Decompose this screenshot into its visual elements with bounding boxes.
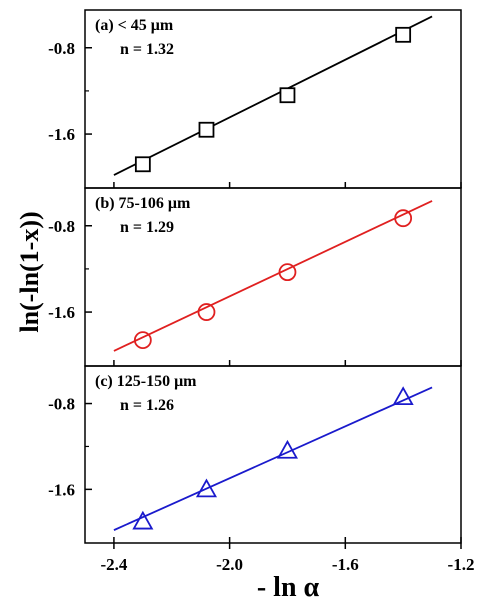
data-point-triangle — [195, 478, 218, 498]
data-point-triangle — [276, 439, 299, 459]
panel-label: (a) < 45 μm — [95, 17, 174, 34]
data-point-triangle — [132, 510, 154, 530]
x-axis: -2.4 -2.0 -1.6 -1.2 — [100, 543, 474, 574]
x-tick-label: -2.4 — [100, 555, 127, 574]
panels-layer: -0.8 -1.6 (a) < 45 μm n = 1.32 -0.8 -1.6 (b) 7… — [48, 9, 462, 544]
panel-label: (b) 75-106 μm — [95, 195, 191, 212]
x-tick-label: -2.0 — [216, 555, 243, 574]
panel-0: -0.8 -1.6 (a) < 45 μm n = 1.32 — [48, 9, 462, 189]
panel-n-value: n = 1.32 — [120, 41, 174, 58]
fit-line — [113, 200, 433, 352]
data-point-square — [134, 156, 151, 173]
data-point-triangle — [392, 386, 414, 406]
data-point-square — [279, 87, 296, 104]
panel-n-value: n = 1.29 — [120, 219, 174, 236]
y-tick-label: -1.6 — [48, 125, 75, 144]
x-tick-label: -1.2 — [448, 555, 475, 574]
y-tick-label: -0.8 — [48, 395, 75, 414]
panel-1: -0.8 -1.6 (b) 75-106 μm n = 1.29 — [48, 187, 462, 367]
fit-line — [113, 386, 433, 531]
panel-label: (c) 125-150 μm — [95, 373, 197, 390]
data-point-circle — [133, 331, 152, 350]
data-point-square — [198, 121, 215, 138]
x-tick-label: -1.6 — [332, 555, 359, 574]
panel-2: -0.8 -1.6 (c) 125-150 μm n = 1.26 — [48, 365, 462, 544]
data-point-circle — [197, 303, 216, 321]
data-point-square — [395, 26, 412, 43]
data-point-circle — [394, 209, 413, 228]
y-tick-label: -0.8 — [48, 39, 75, 58]
data-point-circle — [278, 263, 297, 282]
y-axis-label: ln(-ln(1-x)) — [15, 211, 44, 332]
y-tick-label: -1.6 — [48, 480, 75, 499]
panel-frame — [84, 365, 462, 544]
panel-n-value: n = 1.26 — [120, 397, 174, 414]
x-axis-label: - ln α — [257, 572, 320, 603]
y-tick-label: -1.6 — [48, 303, 75, 322]
y-tick-label: -0.8 — [48, 217, 75, 236]
fit-line — [113, 15, 433, 176]
